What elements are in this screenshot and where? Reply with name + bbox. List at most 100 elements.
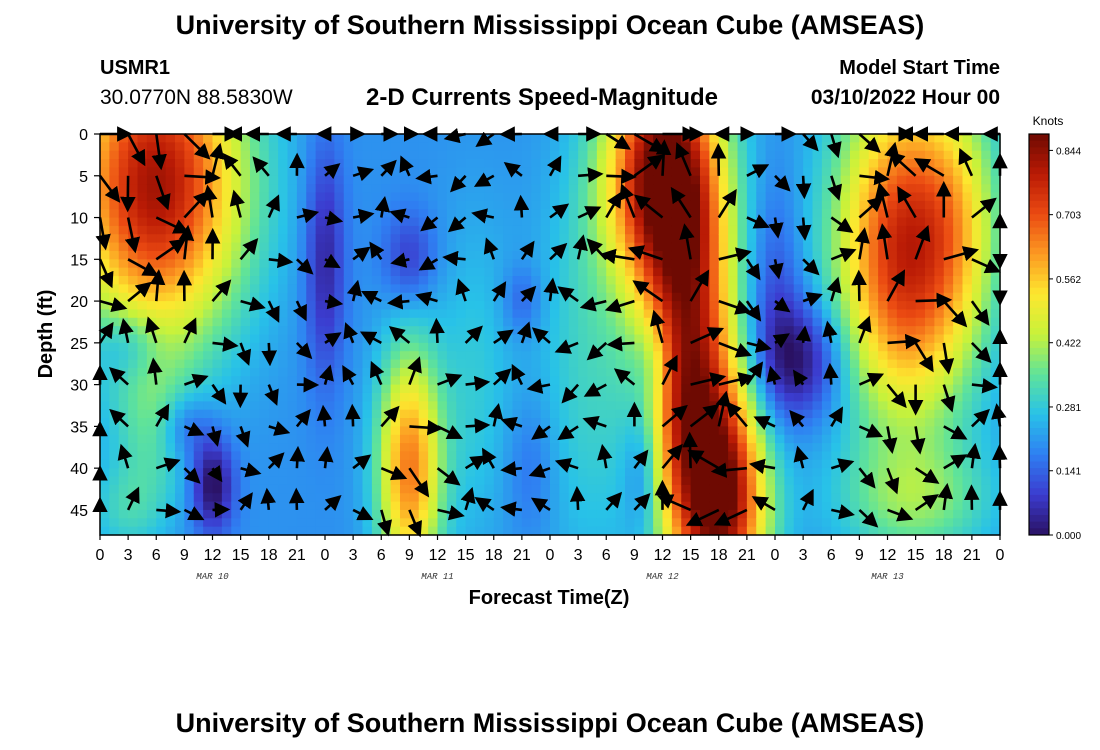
current-vector (569, 485, 586, 510)
heatmap-cell (578, 326, 589, 336)
heatmap-cell (521, 434, 532, 444)
heatmap-cell (475, 301, 485, 311)
heatmap-cell (193, 276, 204, 285)
heatmap-cell (137, 250, 148, 260)
heatmap-cell (156, 384, 167, 394)
heatmap-cell (765, 209, 776, 219)
heatmap-cell (971, 426, 982, 436)
heatmap-cell (718, 209, 729, 219)
heatmap-cell (503, 409, 514, 419)
heatmap-cell (737, 284, 748, 294)
heatmap-cell (793, 175, 804, 185)
heatmap-cell (906, 326, 917, 336)
heatmap-cell (531, 225, 542, 235)
heatmap-cell (475, 518, 485, 528)
heatmap-cell (840, 351, 851, 361)
heatmap-cell (512, 384, 523, 394)
heatmap-cell (709, 301, 720, 311)
heatmap-cell (540, 359, 551, 369)
heatmap-cell (625, 342, 635, 352)
heatmap-cell (906, 309, 917, 319)
heatmap-cell (662, 334, 673, 344)
heatmap-cell (400, 476, 410, 486)
heatmap-cell (606, 317, 617, 327)
heatmap-cell (315, 526, 326, 536)
heatmap-cell (887, 493, 898, 503)
heatmap-cell (484, 443, 495, 453)
x-tick-label: 9 (405, 547, 414, 564)
heatmap-cell (268, 493, 279, 503)
heatmap-cell (221, 292, 232, 302)
heatmap-cell (568, 284, 579, 294)
heatmap-cell (812, 326, 823, 336)
heatmap-cell (212, 159, 223, 169)
heatmap-cell (896, 493, 907, 503)
heatmap-cell (531, 200, 542, 210)
heatmap-cell (606, 359, 617, 369)
heatmap-cell (503, 359, 514, 369)
heatmap-cell (615, 409, 626, 419)
heatmap-cell (446, 451, 457, 461)
heatmap-cell (278, 134, 289, 143)
heatmap-cell (446, 142, 457, 152)
heatmap-cell (109, 159, 120, 169)
heatmap-cell (137, 184, 148, 194)
heatmap-cell (465, 526, 476, 536)
heatmap-cell (690, 401, 701, 411)
heatmap-cell (981, 342, 992, 352)
heatmap-cell (137, 342, 148, 352)
heatmap-cell (325, 142, 335, 152)
heatmap-cell (690, 409, 701, 419)
heatmap-cell (662, 518, 673, 528)
heatmap-cell (559, 359, 570, 369)
heatmap-cell (859, 392, 870, 402)
heatmap-cell (906, 267, 917, 277)
heatmap-cell (606, 309, 617, 319)
heatmap-cell (381, 376, 392, 386)
heatmap-cell (896, 234, 907, 244)
heatmap-cell (643, 267, 654, 277)
heatmap-cell (981, 501, 992, 511)
heatmap-cell (709, 484, 720, 494)
heatmap-cell (475, 284, 485, 294)
heatmap-cell (690, 459, 701, 469)
heatmap-cell (765, 426, 776, 436)
heatmap-cell (156, 418, 167, 427)
heatmap-cell (906, 217, 917, 227)
heatmap-cell (343, 434, 354, 444)
heatmap-cell (868, 217, 879, 227)
heatmap-cell (165, 259, 176, 269)
heatmap-cell (915, 276, 926, 285)
heatmap-cell (193, 359, 204, 369)
heatmap-cell (137, 518, 148, 528)
heatmap-cell (437, 192, 448, 202)
heatmap-cell (990, 292, 1001, 302)
heatmap-cell (709, 200, 720, 210)
heatmap-cell (803, 426, 814, 436)
heatmap-cell (643, 376, 654, 386)
heatmap-cell (925, 443, 935, 453)
heatmap-cell (625, 418, 635, 427)
heatmap-cell (362, 276, 373, 285)
heatmap-cell (465, 384, 476, 394)
heatmap-cell (953, 484, 964, 494)
heatmap-cell (343, 509, 354, 519)
heatmap-cell (981, 401, 992, 411)
heatmap-cell (859, 267, 870, 277)
heatmap-cell (231, 292, 242, 302)
heatmap-cell (746, 134, 757, 143)
heatmap-cell (446, 317, 457, 327)
heatmap-cell (953, 167, 964, 177)
heatmap-cell (943, 217, 954, 227)
heatmap-cell (221, 418, 232, 427)
heatmap-cell (390, 367, 401, 377)
heatmap-cell (531, 159, 542, 169)
current-vector (155, 175, 171, 211)
heatmap-cell (493, 309, 504, 319)
heatmap-cell (568, 409, 579, 419)
heatmap-cell (137, 426, 148, 436)
heatmap-cell (850, 367, 860, 377)
heatmap-cell (765, 301, 776, 311)
heatmap-cell (868, 342, 879, 352)
heatmap-cell (962, 434, 973, 444)
